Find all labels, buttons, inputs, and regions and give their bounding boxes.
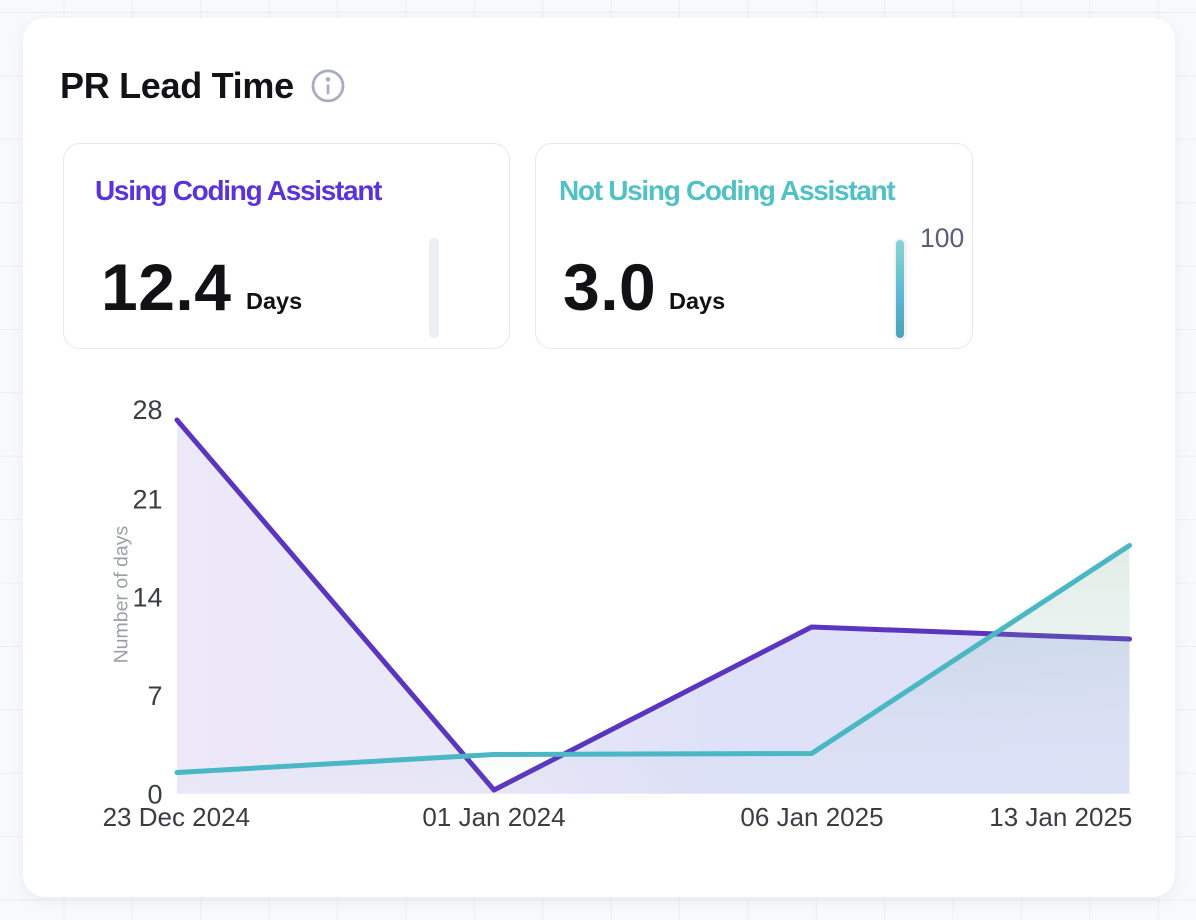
svg-text:28: 28 [132, 395, 162, 425]
svg-text:0: 0 [147, 780, 162, 810]
svg-text:01 Jan 2024: 01 Jan 2024 [422, 802, 565, 832]
svg-text:23 Dec 2024: 23 Dec 2024 [103, 802, 250, 832]
svg-text:13 Jan 2025: 13 Jan 2025 [989, 802, 1132, 832]
svg-text:7: 7 [147, 681, 162, 711]
svg-text:14: 14 [132, 583, 162, 613]
svg-text:21: 21 [132, 484, 162, 514]
svg-text:Number of days: Number of days [111, 526, 133, 664]
svg-text:06 Jan 2025: 06 Jan 2025 [740, 802, 883, 832]
